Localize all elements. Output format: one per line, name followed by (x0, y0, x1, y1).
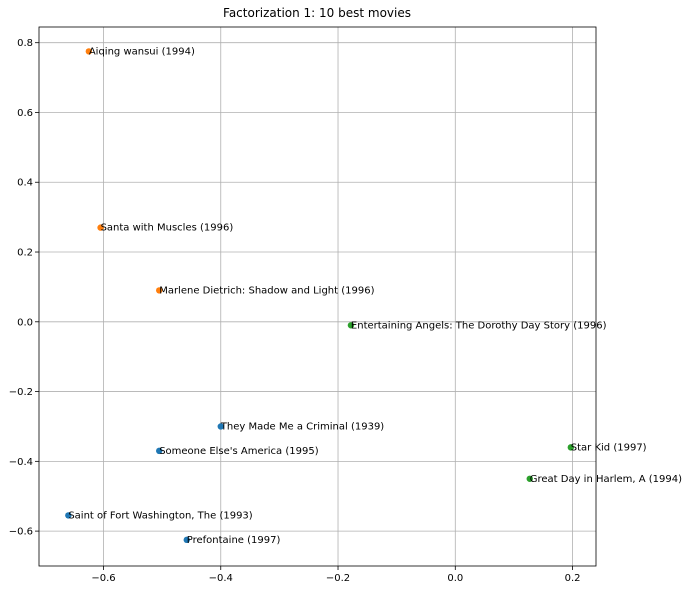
point-label: Santa with Muscles (1996) (101, 223, 234, 234)
grid (39, 27, 596, 566)
point-label: Prefontaine (1997) (187, 535, 281, 546)
x-tick-label: −0.2 (326, 573, 350, 584)
scatter-point (183, 536, 190, 544)
scatter-point (155, 287, 163, 294)
point-label: Someone Else's America (1995) (159, 446, 319, 457)
scatter-point (567, 444, 574, 451)
point-label: They Made Me a Criminal (1939) (220, 421, 385, 432)
y-tick-label: −0.4 (9, 457, 33, 468)
point-label: Star Kid (1997) (571, 442, 647, 453)
x-tick-label: −0.6 (91, 573, 115, 584)
y-tick-label: −0.2 (9, 387, 33, 398)
x-tick-label: 0.0 (447, 573, 463, 584)
scatter-point (155, 447, 163, 455)
point-label: Marlene Dietrich: Shadow and Light (1996… (159, 285, 374, 296)
data-labels: They Made Me a Criminal (1939) Someone El… (68, 46, 682, 545)
x-axis: −0.6 −0.4 −0.2 0.0 0.2 (91, 566, 581, 584)
y-tick-label: 0.4 (17, 178, 33, 189)
y-tick-label: 0.6 (17, 108, 33, 119)
y-tick-label: −0.6 (9, 527, 33, 538)
x-tick-label: 0.2 (565, 573, 581, 584)
point-label: Great Day in Harlem, A (1994) (530, 474, 682, 485)
scatter-point (85, 48, 93, 55)
chart-title: Factorization 1: 10 best movies (223, 6, 411, 20)
x-tick-label: −0.4 (209, 573, 233, 584)
point-label: Aiqing wansui (1994) (89, 46, 195, 57)
y-tick-label: 0.2 (17, 248, 33, 259)
scatter-point (65, 512, 72, 519)
data-points (65, 48, 574, 544)
point-label: Saint of Fort Washington, The (1993) (68, 510, 252, 521)
y-tick-label: 0.8 (17, 38, 33, 49)
scatter-point (97, 224, 104, 231)
y-tick-label: 0.0 (17, 317, 33, 328)
scatter-point (217, 423, 224, 430)
scatter-point (526, 475, 533, 482)
plot-frame (38, 26, 597, 567)
y-axis: −0.6 −0.4 −0.2 0.0 0.2 0.4 0.6 0.8 (9, 38, 39, 538)
point-label: Entertaining Angels: The Dorothy Day Sto… (351, 320, 607, 331)
scatter-point (347, 322, 355, 329)
